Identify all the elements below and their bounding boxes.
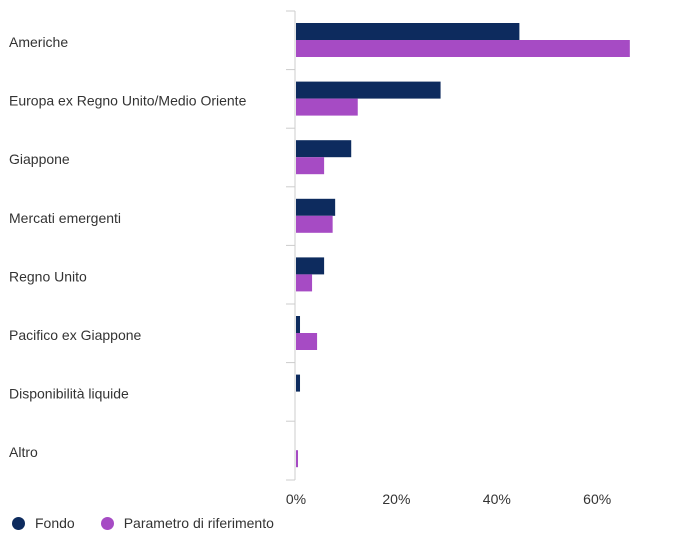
bar-parametro	[296, 450, 299, 468]
bar-parametro	[296, 215, 333, 233]
legend-label-fondo: Fondo	[35, 515, 75, 531]
x-tick-labels: 0% 20% 40% 60%	[286, 491, 611, 507]
legend-marker-fondo	[12, 516, 25, 530]
category-label: Altro	[9, 444, 38, 460]
category-label: Americhe	[9, 34, 68, 50]
bar-parametro	[296, 98, 358, 116]
legend-item-parametro[interactable]: Parametro di riferimento	[100, 515, 274, 531]
category-label: Giappone	[9, 151, 70, 167]
bar-parametro	[296, 333, 318, 350]
bar-parametro	[296, 274, 313, 292]
legend-marker-parametro	[100, 516, 114, 530]
legend-label-parametro: Parametro di riferimento	[123, 515, 274, 531]
bar-fondo	[296, 257, 325, 275]
x-tick-label: 0%	[286, 491, 306, 507]
category-label: Pacifico ex Giappone	[9, 327, 142, 343]
bar-fondo	[296, 140, 352, 158]
axis	[286, 10, 296, 481]
bar-fondo	[296, 23, 520, 40]
legend-item-fondo[interactable]: Fondo	[12, 515, 75, 531]
category-label: Regno Unito	[9, 268, 87, 284]
bar-fondo	[296, 81, 441, 99]
x-tick-label: 40%	[483, 491, 511, 507]
bar-fondo	[296, 374, 301, 392]
category-label: Mercati emergenti	[9, 210, 121, 226]
x-tick-label: 60%	[583, 491, 611, 507]
legend: Fondo Parametro di riferimento	[12, 515, 300, 531]
category-label: Disponibilità liquide	[9, 386, 129, 402]
bar-parametro	[296, 157, 325, 175]
category-label: Europa ex Regno Unito/Medio Oriente	[9, 93, 247, 109]
category-labels: Americhe Europa ex Regno Unito/Medio Orie…	[9, 34, 247, 460]
bars	[296, 23, 630, 468]
bar-parametro	[296, 40, 630, 57]
x-tick-label: 20%	[382, 491, 410, 507]
bar-fondo	[296, 316, 301, 333]
bar-fondo	[296, 198, 336, 216]
